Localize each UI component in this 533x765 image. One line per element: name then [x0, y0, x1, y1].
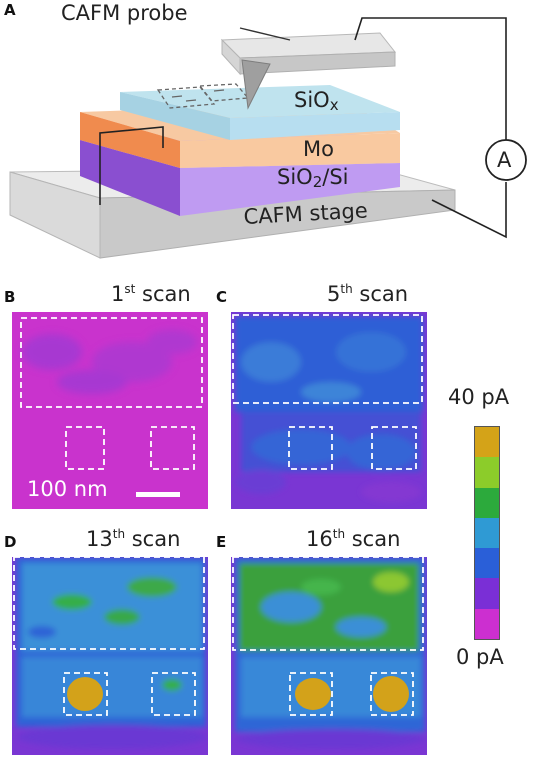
colorbar-segment: [475, 427, 499, 458]
conductive-spot: [67, 677, 103, 711]
cafm-schematic: [9, 17, 527, 259]
colorbar-segment: [475, 578, 499, 609]
scan-region-outlines: [13, 557, 205, 716]
scan-suffix: th: [112, 527, 126, 541]
current-map-16th-scan: [231, 557, 427, 755]
scan-title-13: 13th scan: [86, 527, 180, 551]
panel-letter-d: D: [4, 533, 17, 551]
scan-region-outlines: [232, 314, 423, 470]
mo-label: Mo: [303, 137, 334, 161]
scan-word: scan: [142, 282, 191, 306]
current-map-1st-scan: [12, 312, 208, 509]
colorbar-segment: [475, 548, 499, 579]
scan-ordinal: 1: [111, 282, 125, 306]
conductive-spot-left: [295, 678, 331, 710]
colorbar-segment: [475, 608, 499, 639]
colorbar-segment: [475, 457, 499, 488]
scale-bar-label: 100 nm: [27, 477, 108, 501]
current-map-5th-scan: [231, 312, 427, 509]
colorbar-segment: [475, 517, 499, 549]
circuit-wires: [99, 17, 507, 239]
scan-ordinal: 16: [306, 527, 333, 551]
colorbar-segment: [475, 487, 499, 518]
panel-letter-b: B: [4, 288, 16, 306]
panel-letter-e: E: [216, 533, 227, 551]
scan-title-16: 16th scan: [306, 527, 400, 551]
scan-suffix: th: [332, 527, 346, 541]
scan-word: scan: [351, 527, 401, 551]
scan-ordinal: 13: [86, 527, 113, 551]
colorbar-max-label: 40 pA: [448, 385, 510, 409]
scan-title-1: 1st scan: [111, 282, 191, 306]
cafm-probe: [220, 32, 397, 110]
scan-title-5: 5th scan: [327, 282, 408, 306]
panel-letter-a: A: [4, 1, 16, 19]
scan-word: scan: [359, 282, 409, 306]
sio2-si-label: SiO2/Si: [277, 165, 349, 191]
scan-region-outlines: [20, 317, 203, 470]
probe-leader-line: [239, 27, 291, 41]
scan-suffix: st: [124, 282, 136, 296]
ammeter: [485, 139, 527, 181]
panel-letter-c: C: [216, 288, 228, 306]
ammeter-label: A: [497, 148, 512, 172]
scan-region-outlines: [232, 557, 424, 716]
siox-label: SiOx: [294, 88, 339, 114]
colorbar: [474, 426, 500, 640]
current-map-13th-scan: [12, 557, 208, 755]
probe-label: CAFM probe: [61, 1, 188, 25]
siox-subscript: x: [329, 96, 339, 114]
sio2-text: SiO: [277, 165, 313, 189]
colorbar-min-label: 0 pA: [456, 645, 504, 669]
conductive-spot-right: [373, 676, 409, 712]
sio2-subscript: 2: [312, 173, 323, 191]
scan-region-marks: [156, 83, 250, 109]
scan-arrows: [171, 89, 225, 102]
scale-bar: [136, 492, 180, 497]
scan-word: scan: [131, 527, 181, 551]
siox-layer: [120, 85, 400, 140]
scan-ordinal: 5: [327, 282, 341, 306]
sio2-suffix: /Si: [322, 165, 349, 189]
scan-suffix: th: [340, 282, 353, 296]
siox-text: SiO: [294, 88, 330, 112]
